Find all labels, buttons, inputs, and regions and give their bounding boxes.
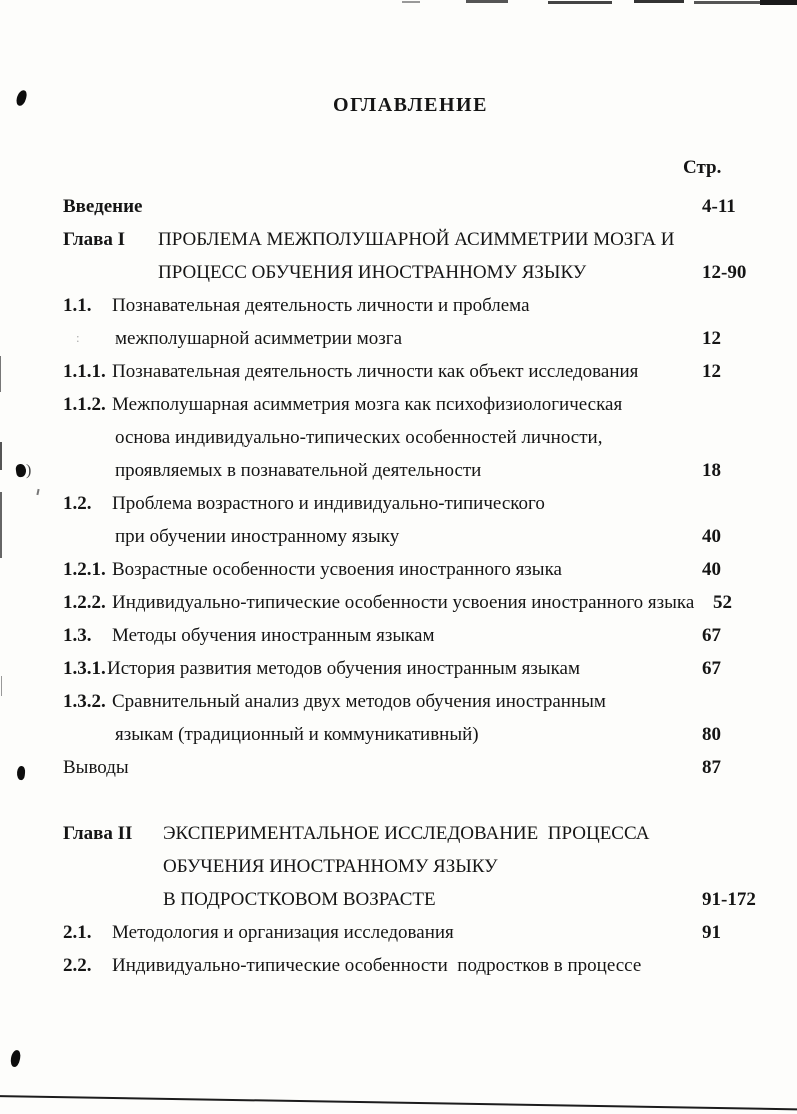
toc-row-text: межполушарной асимметрии мозга [115,328,403,349]
ink-colon-mark: : [76,330,80,345]
toc-row-page: 12 [702,328,721,349]
toc-row-label: Выводы [63,757,129,778]
toc-row-label: 1.1. [63,295,92,316]
toc-row: В ПОДРОСТКОВОМ ВОЗРАСТЕ 91-172 [0,889,797,915]
toc-row: 1.3.1. История развития методов обучения… [0,658,797,684]
toc-row: межполушарной асимметрии мозга 12 [0,328,797,354]
toc-row-label: 2.2. [63,955,92,976]
toc-row-label: 1.3.1. [63,658,106,679]
toc-row-label: 1.1.1. [63,361,106,382]
ink-blot-bottom [9,1049,22,1068]
toc-row: Глава I ПРОБЛЕМА МЕЖПОЛУШАРНОЙ АСИММЕТРИ… [0,229,797,255]
toc-row-text: Познавательная деятельность личности и п… [112,295,530,316]
toc-row: 1.2.1. Возрастные особенности усвоения и… [0,559,797,585]
toc-row-label: Введение [63,196,143,217]
scan-dash [694,1,766,4]
toc-row-text: Межполушарная асимметрия мозга как психо… [112,394,623,415]
toc-row-page: 80 [702,724,721,745]
toc-row-text: языкам (традиционный и коммуникативный) [115,724,479,745]
toc-row-page: 4-11 [702,196,736,217]
scan-dash [548,1,612,4]
scan-dash [760,0,797,5]
toc-row-text: Методы обучения иностранным языкам [112,625,435,646]
toc-row: Глава II ЭКСПЕРИМЕНТАЛЬНОЕ ИССЛЕДОВАНИЕ … [0,823,797,849]
toc-row-label: 1.2.2. [63,592,106,613]
toc-row-text: ЭКСПЕРИМЕНТАЛЬНОЕ ИССЛЕДОВАНИЕ ПРОЦЕССА [163,823,650,844]
margin-fold-line [0,492,2,558]
toc-row-label: 1.3. [63,625,92,646]
toc-row-page: 87 [702,757,721,778]
bottom-scan-line [0,1095,797,1111]
toc-row: ОБУЧЕНИЯ ИНОСТРАННОМУ ЯЗЫКУ [0,856,797,882]
toc-row-text: Проблема возрастного и индивидуально-тип… [112,493,545,514]
toc-row-text: Индивидуально-типические особенности усв… [112,592,695,613]
toc-row: 2.1. Методология и организация исследова… [0,922,797,948]
toc-row: 2.2. Индивидуально-типические особенност… [0,955,797,981]
toc-row: основа индивидуально-типических особенно… [0,427,797,453]
toc-row-page: 67 [702,625,721,646]
toc-row-page: 52 [713,592,732,613]
toc-row: 1.2.2. Индивидуально-типические особенно… [0,592,797,618]
page-title: ОГЛАВЛЕНИЕ [333,94,488,116]
toc-row-page: 40 [702,526,721,547]
page-column-header: Стр. [683,157,722,178]
toc-row: проявляемых в познавательной деятельност… [0,460,797,486]
toc-row-label: 1.2.1. [63,559,106,580]
toc-row-text: Методология и организация исследования [112,922,454,943]
ink-paren-mark: ) [26,462,32,479]
toc-row-page: 67 [702,658,721,679]
toc-row: 1.3.2. Сравнительный анализ двух методов… [0,691,797,717]
toc-row: Выводы 87 [0,757,797,783]
margin-fold-line [1,676,2,696]
toc-row-text: Сравнительный анализ двух методов обучен… [112,691,606,712]
toc-row: 1.3. Методы обучения иностранным языкам … [0,625,797,651]
toc-row: 1.2. Проблема возрастного и индивидуальн… [0,493,797,519]
toc-row-text: ПРОЦЕСС ОБУЧЕНИЯ ИНОСТРАННОМУ ЯЗЫКУ [158,262,587,283]
toc-row-label: Глава I [63,229,126,250]
scan-dash [466,0,508,3]
scan-dash [634,0,684,3]
toc-row-text: ПРОБЛЕМА МЕЖПОЛУШАРНОЙ АСИММЕТРИИ МОЗГА … [158,229,675,250]
margin-fold-line [0,356,1,392]
toc-row: 1.1. Познавательная деятельность личност… [0,295,797,321]
toc-row: языкам (традиционный и коммуникативный) … [0,724,797,750]
toc-row-page: 40 [702,559,721,580]
toc-row-page: 12-90 [702,262,747,283]
toc-row-text: Познавательная деятельность личности как… [112,361,639,382]
margin-fold-line [0,442,2,470]
toc-row-text: В ПОДРОСТКОВОМ ВОЗРАСТЕ [163,889,436,910]
toc-row-text: Возрастные особенности усвоения иностран… [112,559,562,580]
toc-row-text: основа индивидуально-типических особенно… [115,427,603,448]
toc-row-page: 91 [702,922,721,943]
toc-row: при обучении иностранному языку 40 [0,526,797,552]
toc-row-label: 1.1.2. [63,394,106,415]
toc-row-text: ОБУЧЕНИЯ ИНОСТРАННОМУ ЯЗЫКУ [163,856,498,877]
toc-row-label: 1.2. [63,493,92,514]
toc-row-page: 91-172 [702,889,756,910]
toc-row: Введение 4-11 [0,196,797,222]
toc-row-label: 2.1. [63,922,92,943]
toc-row-label: Глава II [63,823,133,844]
toc-row-text: Индивидуально-типические особенности под… [112,955,642,976]
toc-row: 1.1.2. Межполушарная асимметрия мозга ка… [0,394,797,420]
toc-row-text: при обучении иностранному языку [115,526,400,547]
toc-row-text: проявляемых в познавательной деятельност… [115,460,482,481]
toc-row-label: 1.3.2. [63,691,106,712]
toc-row: 1.1.1. Познавательная деятельность лично… [0,361,797,387]
scan-dash [402,1,420,3]
toc-row-page: 18 [702,460,721,481]
toc-row: ПРОЦЕСС ОБУЧЕНИЯ ИНОСТРАННОМУ ЯЗЫКУ 12-9… [0,262,797,288]
toc-row-page: 12 [702,361,721,382]
toc-row-text: История развития методов обучения иностр… [107,658,581,679]
